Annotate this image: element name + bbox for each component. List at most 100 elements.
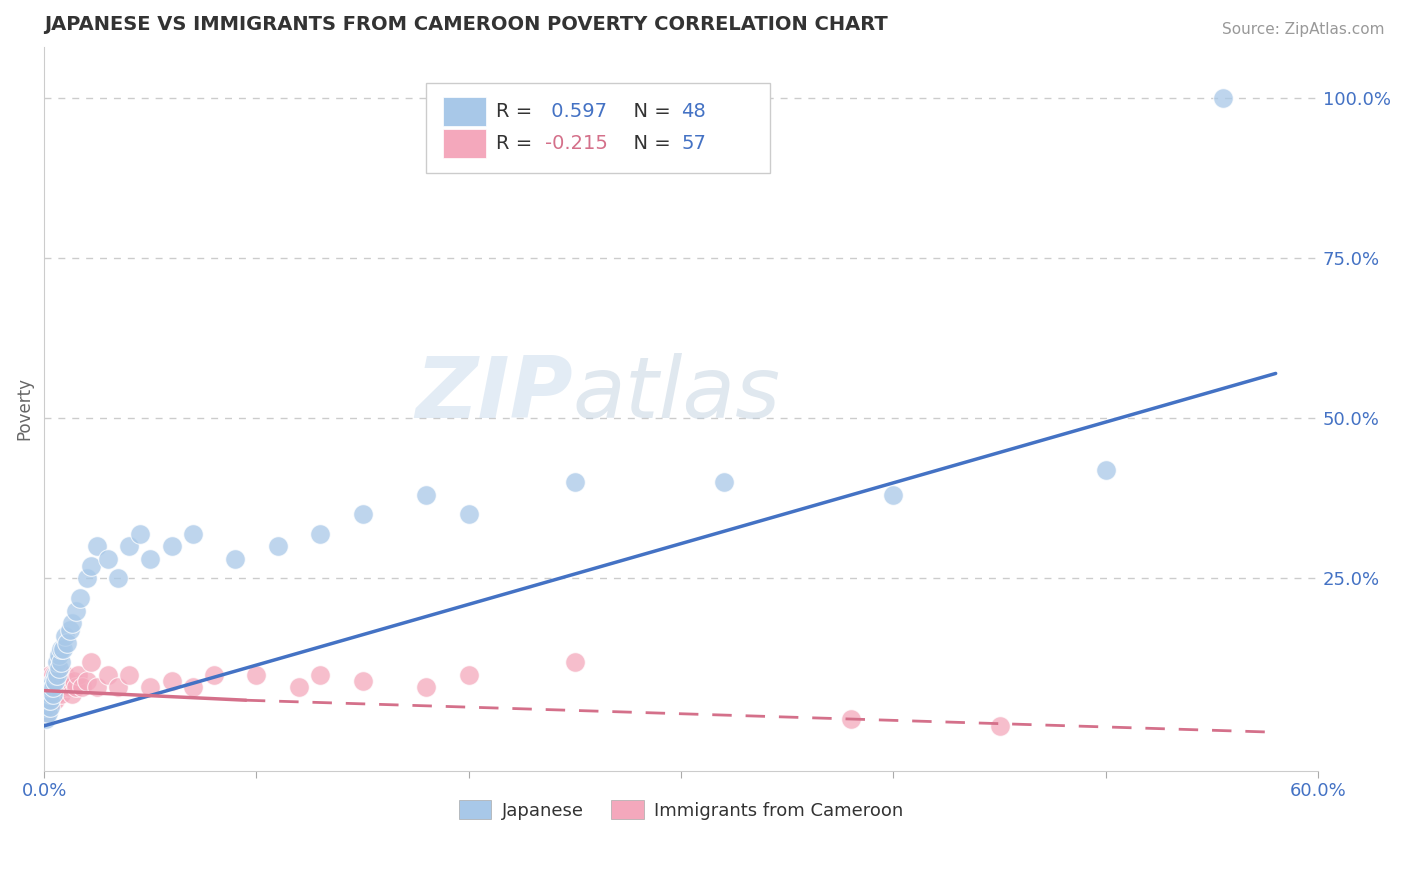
Point xyxy=(80,655,103,669)
Point xyxy=(202,667,225,681)
Point xyxy=(76,572,98,586)
Point xyxy=(457,508,479,522)
Point xyxy=(45,687,67,701)
Point xyxy=(37,681,59,695)
Text: ZIP: ZIP xyxy=(415,352,572,435)
Point xyxy=(564,655,586,669)
Point xyxy=(41,693,63,707)
Point xyxy=(60,616,83,631)
Text: N =: N = xyxy=(621,134,678,153)
Text: R =: R = xyxy=(496,102,538,120)
Point xyxy=(107,572,129,586)
Point xyxy=(44,681,66,695)
Point xyxy=(49,687,72,701)
Point xyxy=(160,540,183,554)
Point xyxy=(288,681,311,695)
Point xyxy=(48,648,70,663)
FancyBboxPatch shape xyxy=(443,96,486,126)
Point xyxy=(53,667,76,681)
FancyBboxPatch shape xyxy=(443,129,486,158)
Y-axis label: Poverty: Poverty xyxy=(15,377,32,440)
Point xyxy=(41,687,63,701)
Point xyxy=(35,693,58,707)
Point xyxy=(37,687,59,701)
Point xyxy=(53,629,76,643)
Point xyxy=(39,667,62,681)
Point xyxy=(44,673,66,688)
Point xyxy=(39,693,62,707)
Point xyxy=(118,540,141,554)
Legend: Japanese, Immigrants from Cameroon: Japanese, Immigrants from Cameroon xyxy=(451,793,911,827)
Point xyxy=(41,673,63,688)
Point xyxy=(41,681,63,695)
Point xyxy=(139,552,162,566)
Point xyxy=(39,681,62,695)
Text: atlas: atlas xyxy=(572,352,780,435)
Point xyxy=(39,699,62,714)
Point xyxy=(60,687,83,701)
Point xyxy=(53,681,76,695)
Point xyxy=(35,687,58,701)
Point xyxy=(39,693,62,707)
Point xyxy=(128,526,150,541)
Text: R =: R = xyxy=(496,134,538,153)
Point xyxy=(139,681,162,695)
Point xyxy=(69,591,91,605)
Point xyxy=(988,719,1011,733)
Point xyxy=(58,623,80,637)
Point xyxy=(37,673,59,688)
Point xyxy=(44,667,66,681)
Point xyxy=(86,540,108,554)
Point xyxy=(35,713,58,727)
Point xyxy=(882,488,904,502)
Point xyxy=(39,687,62,701)
Point xyxy=(35,706,58,720)
Point xyxy=(245,667,267,681)
Point xyxy=(86,681,108,695)
Point xyxy=(37,706,59,720)
Point xyxy=(48,661,70,675)
Point xyxy=(65,681,87,695)
Point xyxy=(37,687,59,701)
Point xyxy=(44,693,66,707)
Point xyxy=(80,558,103,573)
Point xyxy=(63,673,86,688)
Point xyxy=(39,687,62,701)
Text: N =: N = xyxy=(621,102,678,120)
Text: -0.215: -0.215 xyxy=(544,134,607,153)
Point xyxy=(160,673,183,688)
Text: 0.597: 0.597 xyxy=(544,102,607,120)
Point xyxy=(45,667,67,681)
Point xyxy=(107,681,129,695)
FancyBboxPatch shape xyxy=(426,83,770,173)
Point xyxy=(97,552,120,566)
Text: JAPANESE VS IMMIGRANTS FROM CAMEROON POVERTY CORRELATION CHART: JAPANESE VS IMMIGRANTS FROM CAMEROON POV… xyxy=(44,15,887,34)
Point xyxy=(309,526,332,541)
Point xyxy=(1094,462,1116,476)
Point xyxy=(56,673,79,688)
Text: 48: 48 xyxy=(681,102,706,120)
Point xyxy=(713,475,735,490)
Point xyxy=(65,603,87,617)
Point xyxy=(181,681,204,695)
Text: 57: 57 xyxy=(681,134,706,153)
Point xyxy=(48,673,70,688)
Point xyxy=(35,699,58,714)
Point xyxy=(457,667,479,681)
Point xyxy=(35,699,58,714)
Point xyxy=(58,681,80,695)
Point xyxy=(44,687,66,701)
Point xyxy=(41,673,63,688)
Point xyxy=(44,673,66,688)
Point xyxy=(415,681,437,695)
Point xyxy=(309,667,332,681)
Point xyxy=(76,673,98,688)
Point xyxy=(41,681,63,695)
Point xyxy=(97,667,120,681)
Point xyxy=(224,552,246,566)
Point xyxy=(56,635,79,649)
Point xyxy=(52,642,75,657)
Point xyxy=(72,681,94,695)
Point xyxy=(266,540,288,554)
Point xyxy=(45,667,67,681)
